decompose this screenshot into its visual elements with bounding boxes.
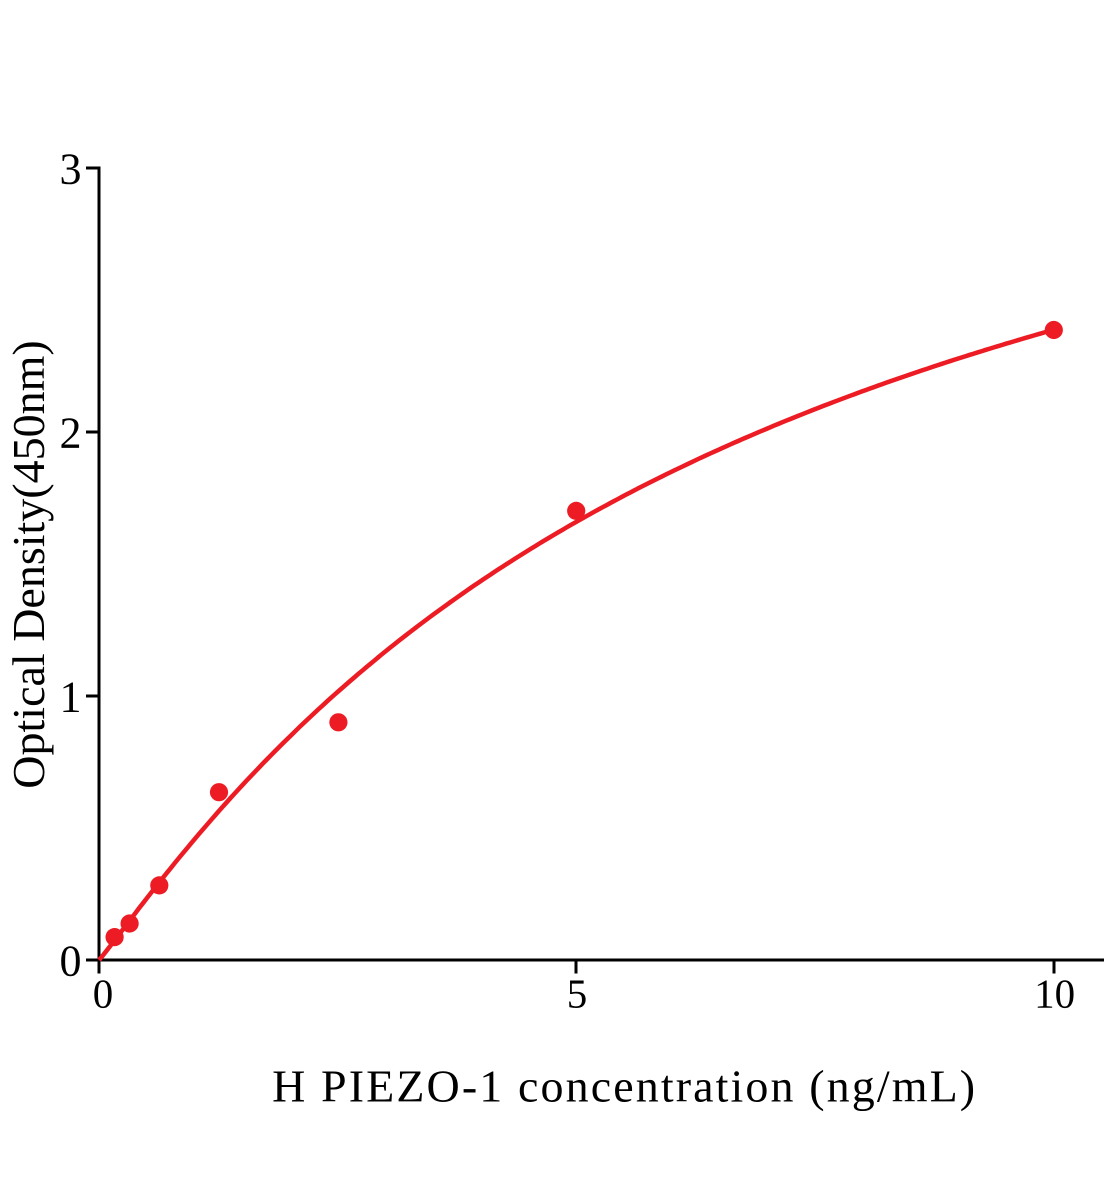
svg-text:H PIEZO-1 concentration (ng/mL: H PIEZO-1 concentration (ng/mL) [272, 1061, 977, 1112]
svg-text:3: 3 [60, 144, 82, 193]
svg-text:10: 10 [1034, 971, 1075, 1017]
svg-text:1: 1 [60, 672, 82, 721]
svg-text:0: 0 [93, 971, 114, 1017]
svg-text:5: 5 [567, 971, 588, 1017]
svg-text:2: 2 [60, 408, 82, 457]
svg-text:0: 0 [60, 936, 82, 985]
svg-text:Optical Density(450nm): Optical Density(450nm) [3, 340, 54, 788]
